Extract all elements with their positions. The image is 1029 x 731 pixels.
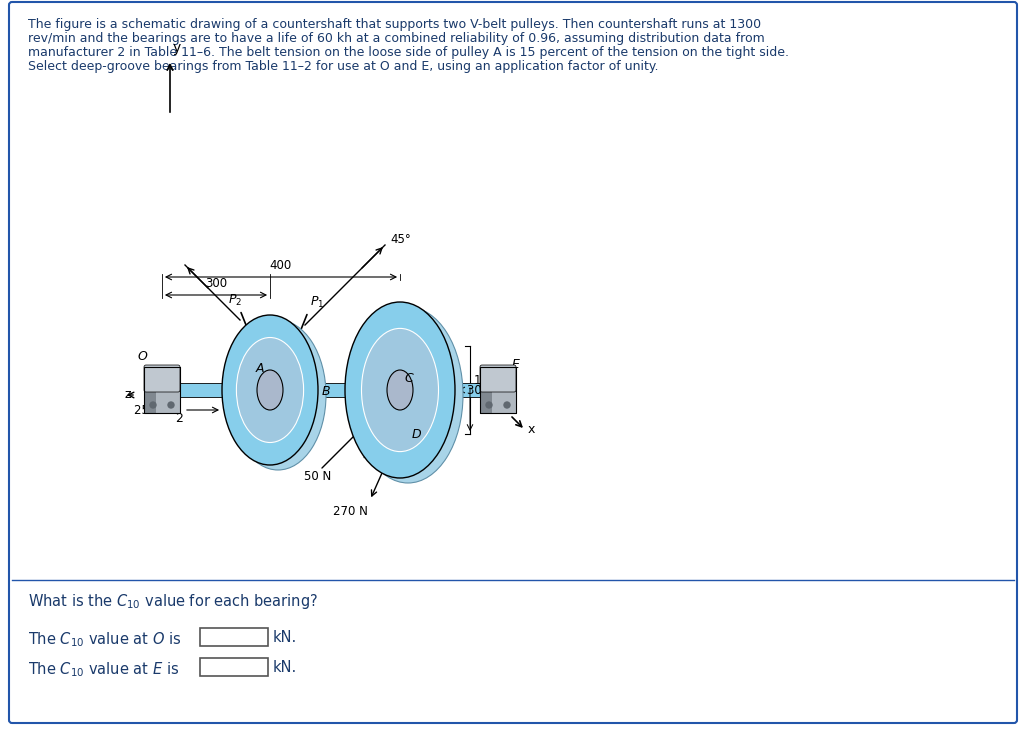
Circle shape [504,402,510,408]
Bar [144,367,180,413]
Circle shape [486,402,492,408]
Text: D: D [412,428,422,441]
Text: O: O [137,350,147,363]
Circle shape [504,371,510,377]
FancyBboxPatch shape [9,2,1017,723]
Text: The $C_{10}$ value at $O$ is: The $C_{10}$ value at $O$ is [28,630,181,648]
Bar [159,383,500,397]
Text: x: x [528,423,535,436]
Text: $P_2$: $P_2$ [228,293,242,308]
Text: 400: 400 [270,259,292,272]
FancyBboxPatch shape [144,365,180,392]
Text: 300: 300 [205,277,227,290]
Ellipse shape [387,370,413,410]
Text: 270 N: 270 N [332,505,367,518]
Text: 45°: 45° [390,233,411,246]
Bar [144,367,180,413]
Text: kN.: kN. [273,660,297,675]
Circle shape [486,371,492,377]
Bar [200,628,268,646]
Ellipse shape [222,315,318,465]
Text: manufacturer 2 in Table 11–6. The belt tension on the loose side of pulley A is : manufacturer 2 in Table 11–6. The belt t… [28,46,789,59]
Circle shape [150,371,156,377]
Text: A: A [256,362,264,375]
Ellipse shape [230,320,326,470]
Bar [144,367,156,413]
Bar [200,658,268,676]
Bar [480,367,516,413]
Ellipse shape [257,370,283,410]
Text: 50 N: 50 N [305,470,331,483]
Circle shape [168,371,174,377]
Text: 150: 150 [474,374,496,387]
Bar [480,367,516,413]
Ellipse shape [353,307,463,483]
Text: kN.: kN. [273,630,297,645]
Text: rev/min and the bearings are to have a life of 60 kh at a combined reliability o: rev/min and the bearings are to have a l… [28,32,765,45]
Bar [480,367,492,413]
Ellipse shape [361,328,438,452]
Text: $P_1$: $P_1$ [310,295,324,310]
Text: 300 dia.: 300 dia. [467,384,514,396]
Text: C: C [404,372,413,385]
Text: B: B [322,385,330,398]
Circle shape [168,402,174,408]
Text: 2: 2 [175,412,183,425]
FancyBboxPatch shape [480,365,516,392]
Text: The figure is a schematic drawing of a countershaft that supports two V-belt pul: The figure is a schematic drawing of a c… [28,18,761,31]
Text: The $C_{10}$ value at $E$ is: The $C_{10}$ value at $E$ is [28,660,179,678]
Text: 3: 3 [282,442,290,455]
Text: What is the $C_{10}$ value for each bearing?: What is the $C_{10}$ value for each bear… [28,592,318,611]
Ellipse shape [345,302,455,478]
Text: 250 dia.: 250 dia. [134,404,182,417]
Circle shape [150,402,156,408]
Text: 4: 4 [362,450,369,463]
Text: y: y [173,41,181,55]
Text: E: E [512,358,520,371]
Ellipse shape [237,338,304,442]
Text: Select deep-groove bearings from Table 11–2 for use at O and E, using an applica: Select deep-groove bearings from Table 1… [28,60,659,73]
Text: z: z [125,388,132,401]
